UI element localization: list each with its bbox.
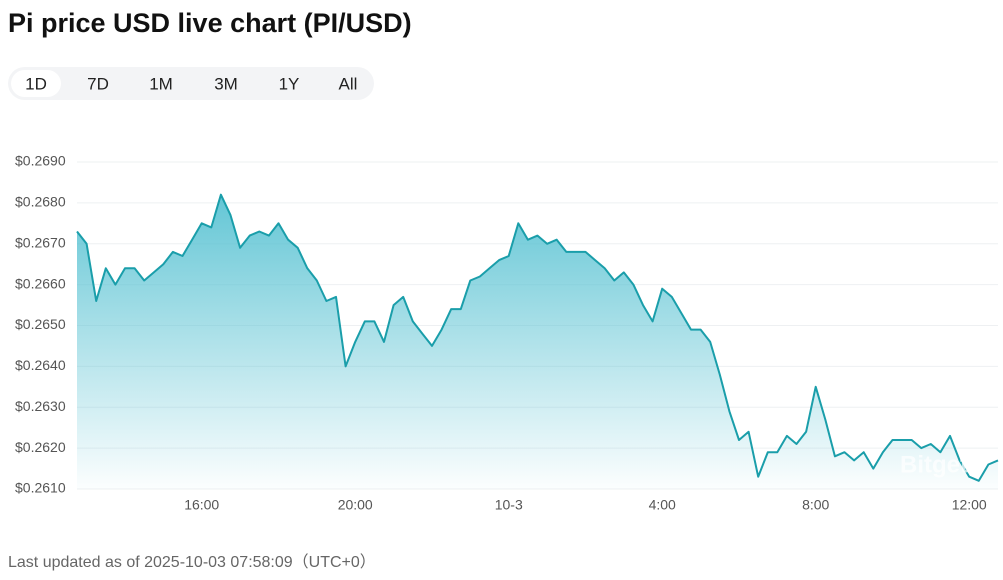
y-tick-label: $0.2630 bbox=[15, 398, 66, 414]
y-tick-label: $0.2640 bbox=[15, 357, 66, 373]
chart-title: Pi price USD live chart (PI/USD) bbox=[8, 8, 412, 38]
y-tick-label: $0.2670 bbox=[15, 234, 66, 250]
y-tick-label: $0.2680 bbox=[15, 194, 66, 210]
price-line bbox=[76, 193, 999, 482]
range-tab[interactable]: 1Y bbox=[279, 74, 300, 93]
watermark: Bitget bbox=[900, 451, 968, 478]
y-tick-label: $0.2660 bbox=[15, 275, 66, 291]
tab-active-bg bbox=[11, 70, 61, 97]
y-tick-label: $0.2650 bbox=[15, 316, 66, 332]
range-tab[interactable]: 1D bbox=[25, 74, 47, 93]
x-tick-label: 16:00 bbox=[184, 497, 219, 513]
y-tick-label: $0.2610 bbox=[15, 480, 66, 496]
range-tab[interactable]: All bbox=[339, 74, 358, 93]
tab-bar bbox=[8, 67, 374, 100]
y-tick-label: $0.2620 bbox=[15, 439, 66, 455]
area-fill bbox=[77, 194, 998, 489]
range-tab[interactable]: 7D bbox=[87, 74, 109, 93]
x-tick-label: 20:00 bbox=[338, 497, 373, 513]
x-tick-label: 10-3 bbox=[495, 497, 523, 513]
y-tick-label: $0.2690 bbox=[15, 153, 66, 169]
range-tab[interactable]: 3M bbox=[214, 74, 238, 93]
x-tick-label: 12:00 bbox=[952, 497, 987, 513]
x-tick-label: 8:00 bbox=[802, 497, 829, 513]
x-tick-label: 4:00 bbox=[649, 497, 676, 513]
footer: Last updated as of 2025-10-03 07:58:09（U… bbox=[8, 553, 376, 571]
range-tab[interactable]: 1M bbox=[149, 74, 173, 93]
